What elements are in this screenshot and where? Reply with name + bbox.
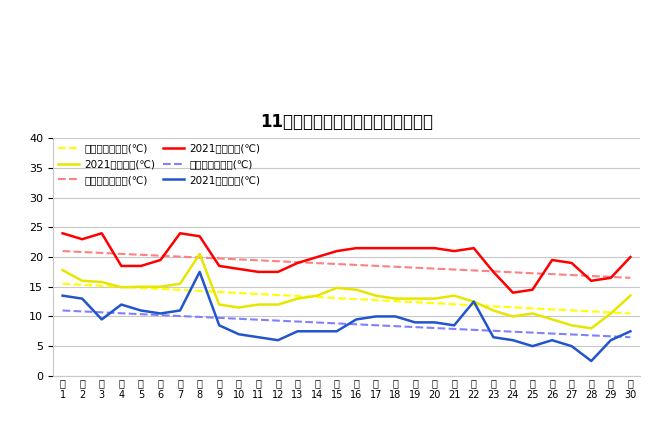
Title: 11月最高・最低・平均気温（日別）: 11月最高・最低・平均気温（日別） — [260, 113, 433, 131]
Legend: 平均気温平年値(℃), 2021平均気温(℃), 最高気温平年値(℃), 2021最高気温(℃), 最低気温平年値(℃), 2021最低気温(℃): 平均気温平年値(℃), 2021平均気温(℃), 最高気温平年値(℃), 202… — [58, 143, 261, 185]
